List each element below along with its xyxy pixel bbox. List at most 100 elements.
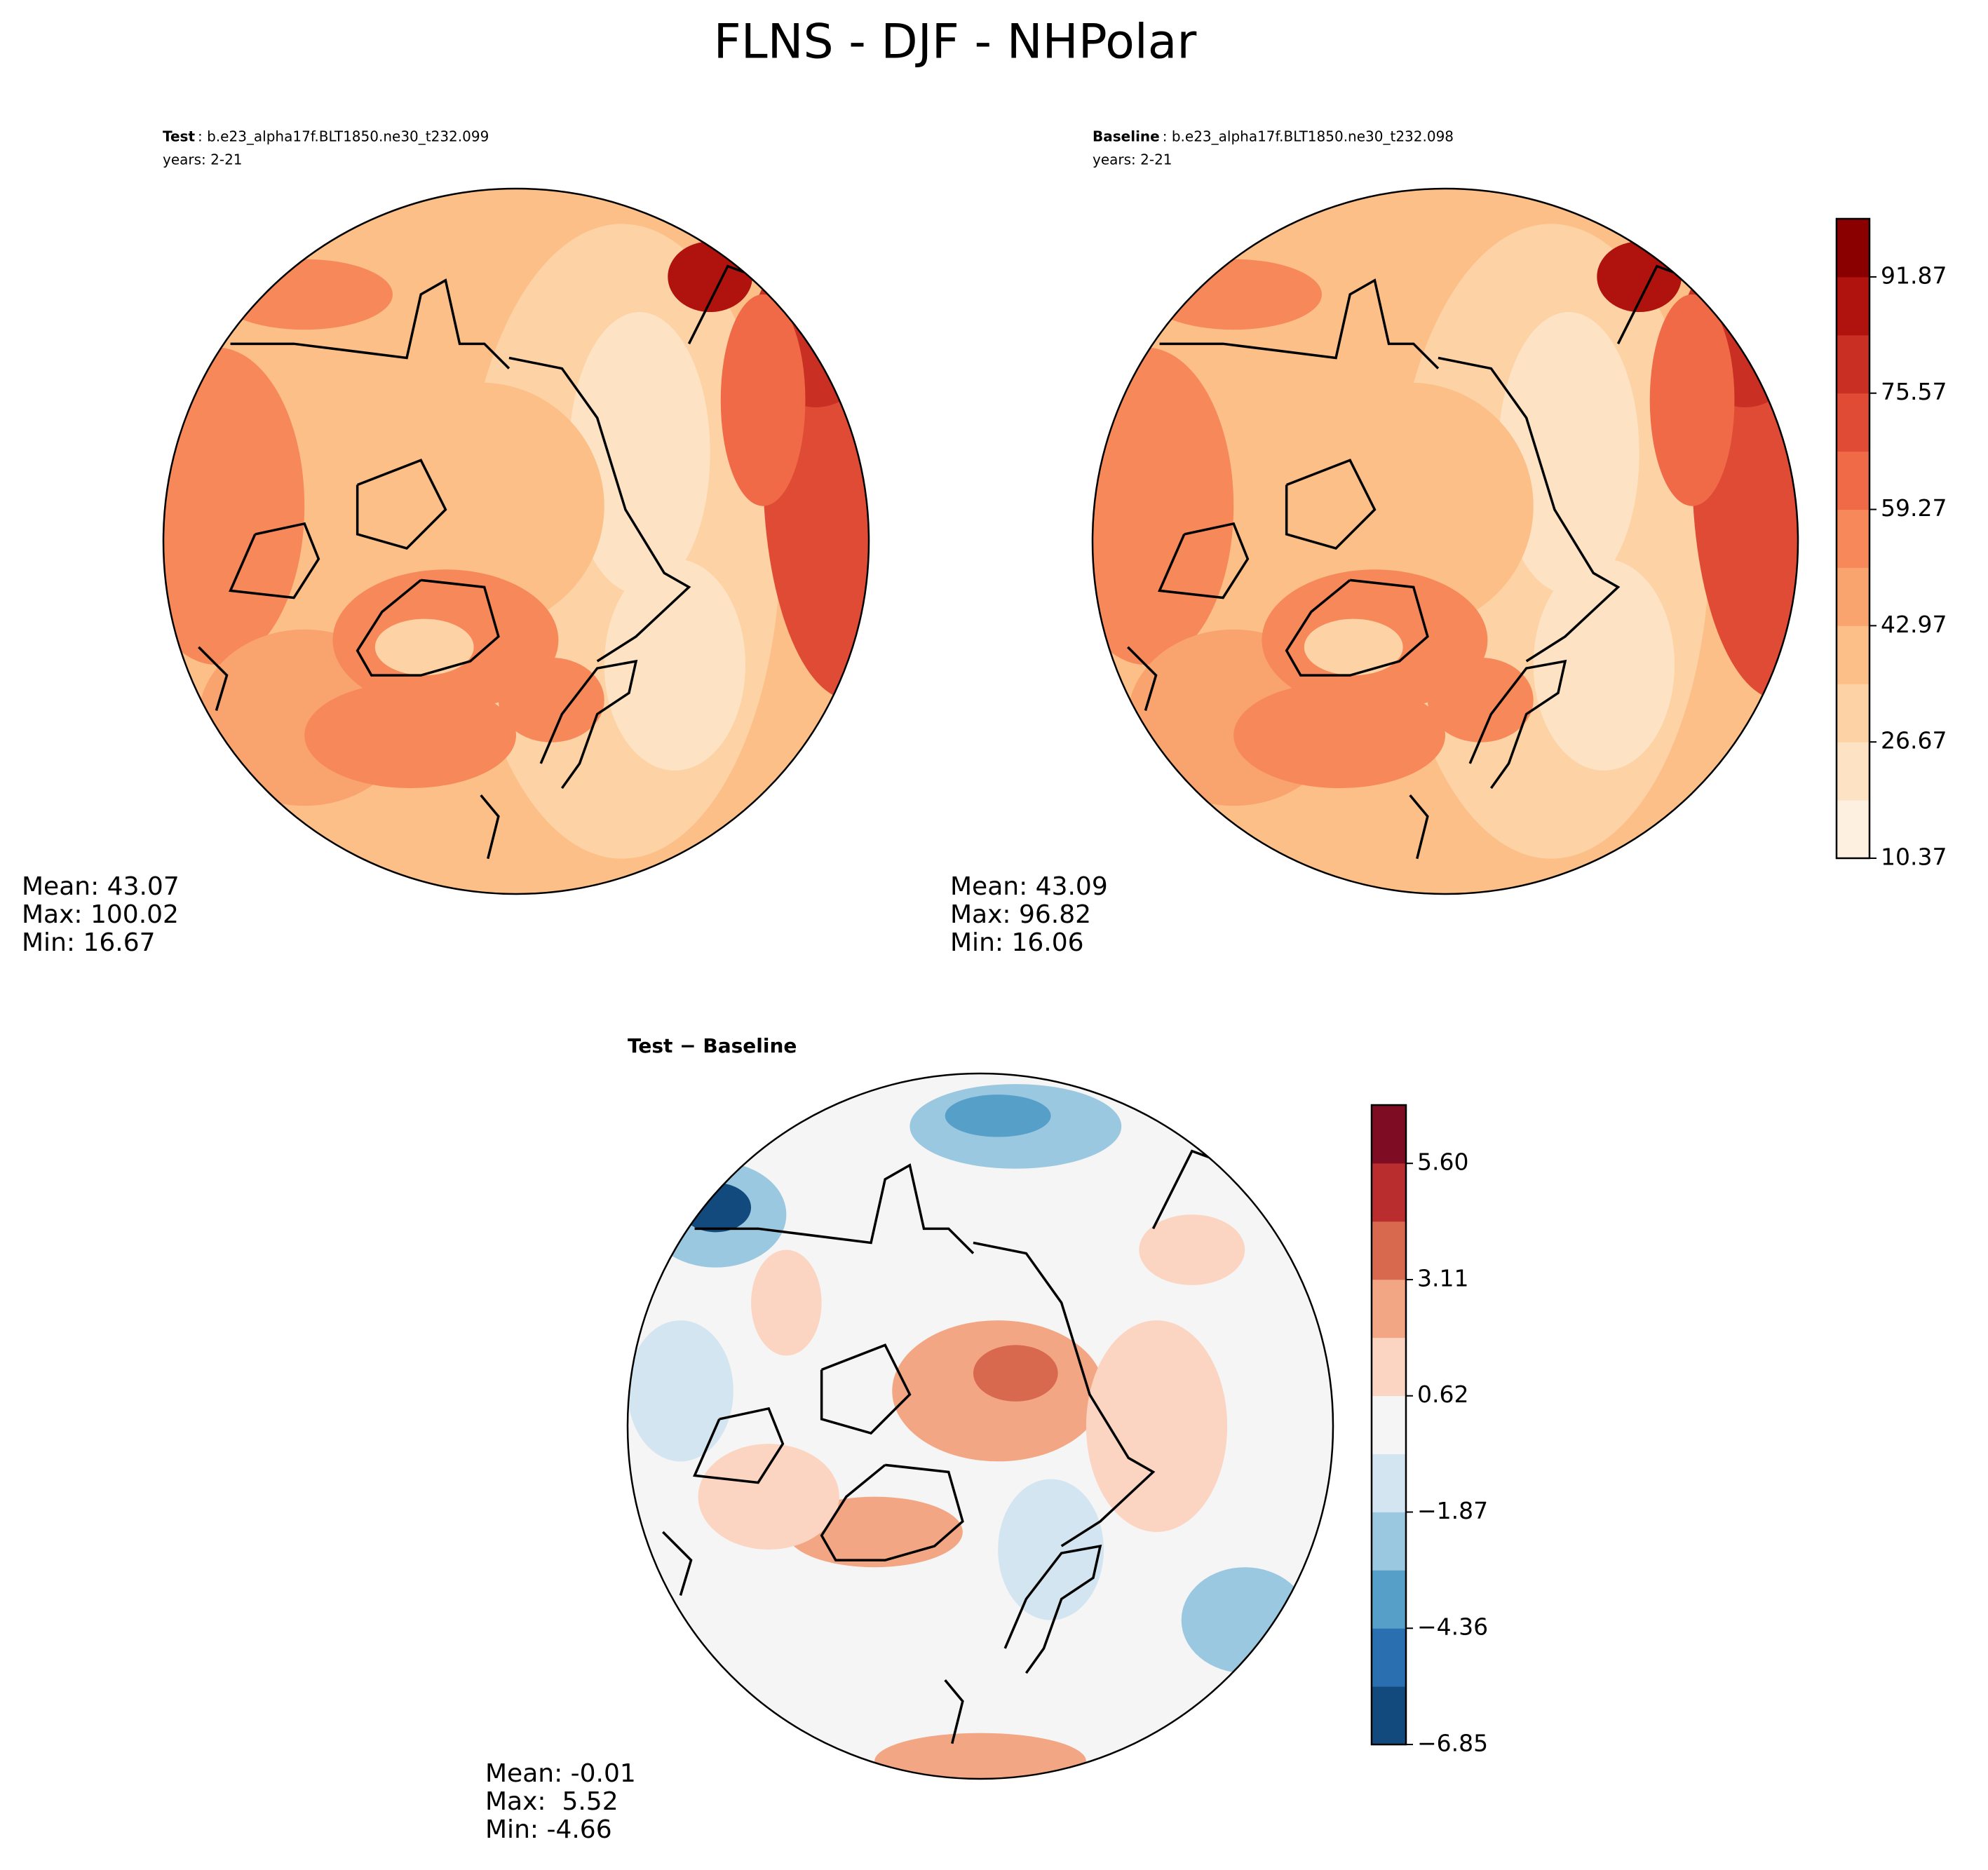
field-region xyxy=(874,1733,1086,1779)
colorbar-tick-label: 0.62 xyxy=(1417,1381,1468,1408)
map-field xyxy=(1093,189,1798,894)
colorbar-tick-label: 10.37 xyxy=(1881,843,1947,871)
panel-stat: Min: 16.06 xyxy=(950,928,1084,957)
field-region xyxy=(374,618,474,676)
panel-stat: Min: 16.67 xyxy=(22,928,156,957)
field-region xyxy=(1181,1567,1309,1674)
colorbar-band xyxy=(1372,1337,1406,1397)
colorbar-band xyxy=(1372,1279,1406,1339)
panel-stat: Max: 96.82 xyxy=(950,900,1091,929)
field-region xyxy=(1093,347,1234,665)
field-region xyxy=(1304,618,1403,676)
map-boundary xyxy=(162,187,870,895)
field-region xyxy=(720,294,806,506)
colorbar-frame xyxy=(1835,217,1871,860)
colorbar-tick-label: 3.11 xyxy=(1417,1264,1468,1292)
colorbar-tick-label: 75.57 xyxy=(1881,378,1947,405)
field-region xyxy=(1533,559,1675,771)
coastline xyxy=(693,1407,785,1484)
coastline xyxy=(1158,522,1250,599)
colorbar-band xyxy=(1372,1163,1406,1222)
colorbar-band xyxy=(1372,1395,1406,1454)
colorbar-band xyxy=(1837,393,1869,452)
field-region xyxy=(569,312,710,595)
coastline xyxy=(973,1241,1156,1547)
colorbar-tick-label: 59.27 xyxy=(1881,494,1947,522)
coastline xyxy=(539,659,638,790)
coastline xyxy=(1159,278,1440,370)
field-region xyxy=(498,657,604,743)
colorbar-tick-label: 5.60 xyxy=(1417,1149,1468,1176)
colorbar-frame xyxy=(1370,1104,1407,1746)
field-region xyxy=(163,347,305,665)
colorbar-tick-label: 42.97 xyxy=(1881,611,1947,638)
coastline xyxy=(480,794,500,860)
colorbar-band xyxy=(1837,451,1869,510)
coastline xyxy=(694,1163,975,1254)
coastline xyxy=(662,1531,693,1596)
coastline xyxy=(1409,794,1429,860)
field-region xyxy=(357,382,604,630)
field-region xyxy=(998,1479,1104,1620)
field-region xyxy=(1427,657,1534,743)
colorbar-band xyxy=(1372,1105,1406,1164)
panel-stat: Max: 5.52 xyxy=(485,1787,618,1816)
coastline xyxy=(356,459,447,550)
field-region xyxy=(1286,382,1534,630)
colorbar-band xyxy=(1837,219,1869,278)
coastline xyxy=(229,522,320,599)
colorbar-tick-label: −4.36 xyxy=(1417,1613,1488,1641)
field-region xyxy=(604,559,745,771)
panel-stat: Max: 100.02 xyxy=(22,900,179,929)
coastline xyxy=(1127,646,1158,711)
colorbar-band xyxy=(1372,1570,1406,1629)
panel-stat: Mean: -0.01 xyxy=(485,1759,636,1788)
map-field xyxy=(163,189,869,894)
colorbar-band xyxy=(1837,276,1869,336)
map-boundary xyxy=(626,1072,1334,1780)
colorbar-band xyxy=(1372,1686,1406,1745)
colorbar-band xyxy=(1837,509,1869,568)
panel-years: years: 2-21 xyxy=(163,151,243,168)
coastline xyxy=(1468,659,1567,790)
field-region xyxy=(945,1095,1051,1137)
colorbar-band xyxy=(1372,1512,1406,1571)
field-region xyxy=(304,682,516,789)
colorbar-band xyxy=(1837,625,1869,684)
panel-case: : b.e23_alpha17f.BLT1850.ne30_t232.098 xyxy=(1163,128,1454,145)
coastline xyxy=(1285,459,1377,550)
colorbar-tick-label: 91.87 xyxy=(1881,262,1947,289)
panel-label: Test xyxy=(163,128,195,145)
coastline xyxy=(230,278,510,370)
field-region xyxy=(698,1444,839,1550)
field-region xyxy=(628,1320,733,1462)
panel-years: years: 2-21 xyxy=(1093,151,1172,168)
colorbar-band xyxy=(1372,1454,1406,1512)
coastline xyxy=(1438,356,1621,663)
coastline xyxy=(1003,1544,1102,1674)
colorbar-band xyxy=(1372,1221,1406,1280)
panel-case: : b.e23_alpha17f.BLT1850.ne30_t232.099 xyxy=(198,128,489,145)
panel-stat: Mean: 43.09 xyxy=(950,872,1108,901)
coastline xyxy=(508,356,691,663)
colorbar-band xyxy=(1372,1628,1406,1687)
colorbar-band xyxy=(1837,742,1869,801)
colorbar-band xyxy=(1837,800,1869,859)
coastline xyxy=(944,1679,964,1744)
field-region xyxy=(973,1345,1058,1402)
field-region xyxy=(1139,1214,1245,1285)
coastline xyxy=(820,1463,964,1561)
colorbar-band xyxy=(1837,567,1869,626)
colorbar-tick-label: 26.67 xyxy=(1881,727,1947,754)
coastline xyxy=(1285,578,1429,677)
field-region xyxy=(1233,682,1445,789)
field-region xyxy=(1086,1320,1228,1532)
colorbar-band xyxy=(1837,684,1869,743)
panel-stat: Mean: 43.07 xyxy=(22,872,180,901)
map-field xyxy=(628,1073,1333,1779)
colorbar-tick-label: −6.85 xyxy=(1417,1730,1488,1757)
field-region xyxy=(751,1249,822,1356)
panel-label: Test − Baseline xyxy=(628,1034,797,1057)
field-region xyxy=(1498,312,1639,595)
figure-title: FLNS - DJF - NHPolar xyxy=(714,15,1197,70)
